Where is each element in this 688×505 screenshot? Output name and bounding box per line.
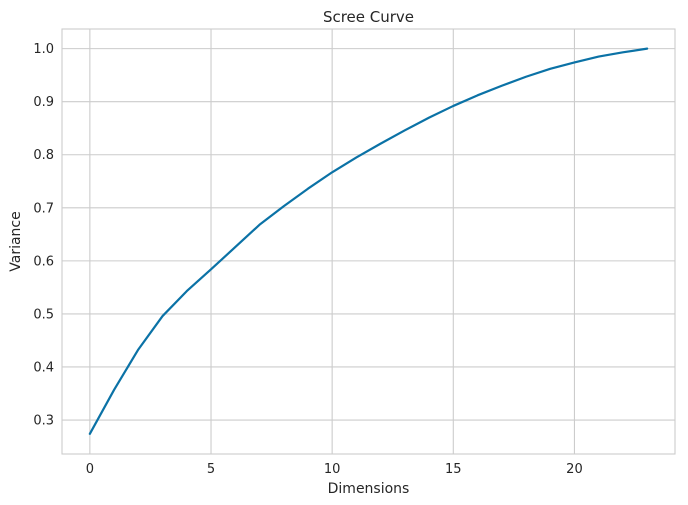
- chart-title: Scree Curve: [323, 8, 414, 26]
- y-tick-label: 0.7: [33, 201, 54, 216]
- y-gridlines: [62, 48, 675, 421]
- x-tick-label: 10: [324, 462, 341, 477]
- y-tick-labels: 0.3 0.4 0.5 0.6 0.7 0.8 0.9 1.0: [33, 42, 54, 428]
- x-tick-label: 20: [566, 462, 583, 477]
- plot-frame: [61, 28, 676, 455]
- y-tick-label: 1.0: [33, 42, 54, 57]
- x-tick-labels: 0 5 10 15 20: [86, 462, 583, 477]
- y-tick-label: 0.3: [33, 414, 54, 429]
- y-tick-label: 0.9: [33, 95, 54, 110]
- plot-background: [62, 29, 675, 454]
- x-tick-label: 5: [207, 462, 215, 477]
- x-axis-label: Dimensions: [328, 481, 410, 497]
- x-gridlines: [89, 29, 575, 454]
- y-axis-label: Variance: [8, 211, 24, 271]
- variance-series-line: [88, 47, 649, 435]
- y-tick-label: 0.5: [33, 307, 54, 322]
- x-tick-label: 0: [86, 462, 94, 477]
- x-tick-label: 15: [445, 462, 462, 477]
- y-tick-label: 0.6: [33, 254, 54, 269]
- y-tick-label: 0.8: [33, 148, 54, 163]
- y-tick-label: 0.4: [33, 360, 54, 375]
